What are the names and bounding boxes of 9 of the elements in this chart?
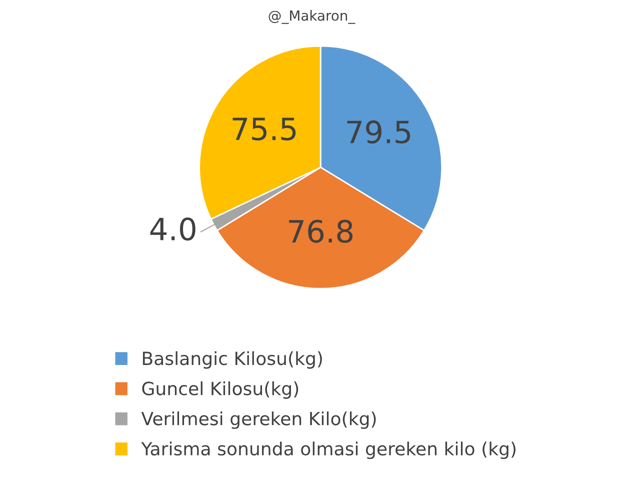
data-label: 75.5	[232, 118, 296, 140]
legend-label: Guncel Kilosu(kg)	[142, 381, 298, 399]
legend-label: Baslangic Kilosu(kg)	[142, 351, 322, 369]
chart-title: @_Makaron_	[268, 10, 356, 24]
data-label: 79.5	[347, 120, 410, 144]
legend-label: Verilmesi gereken Kilo(kg)	[141, 411, 376, 429]
data-label: 76.8	[289, 220, 353, 243]
legend-label: Yarisma sonunda olmasi gereken kilo (kg)	[141, 442, 516, 460]
data-label: 4.0	[150, 218, 196, 241]
